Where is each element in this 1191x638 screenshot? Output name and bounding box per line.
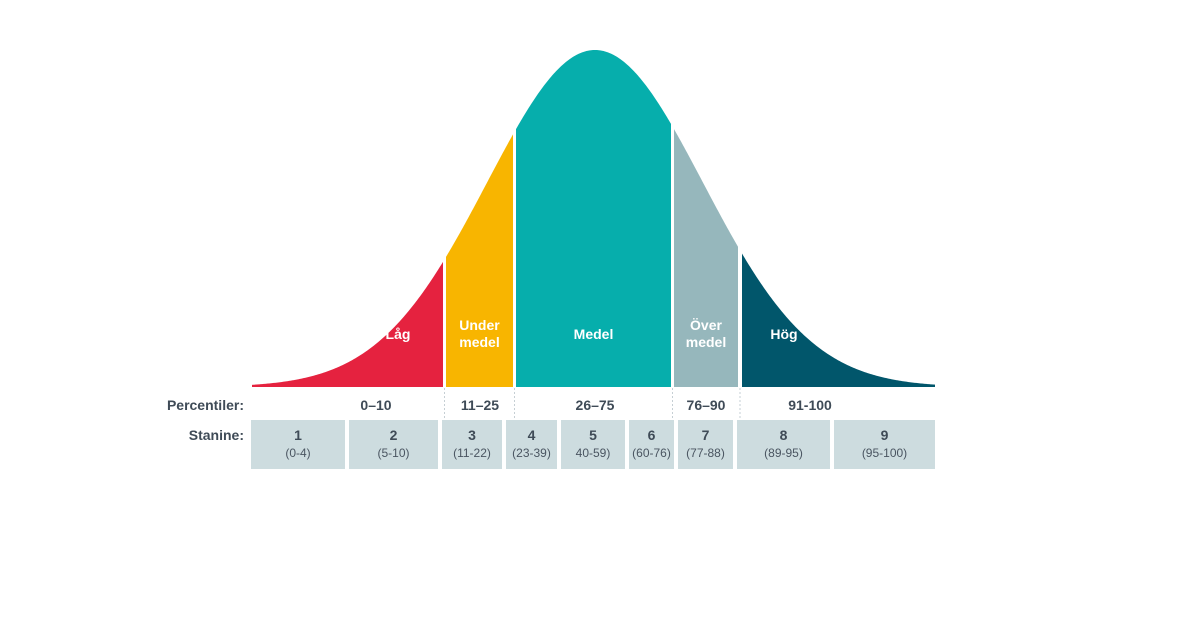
stanine-range: (11-22) [453,446,491,460]
percentile-label-2: 11–25 [461,397,499,413]
stanine-box-7: 7 (77-88) [678,420,733,469]
stanine-box-bg [629,420,674,469]
stanine-box-2: 2 (5-10) [349,420,438,469]
stanine-row-label: Stanine: [189,427,244,443]
curve-segment-2 [446,134,513,387]
stanine-number: 7 [702,427,710,443]
divider-lines [444,388,741,418]
stanine-box-bg [251,420,345,469]
curve-segment-3 [516,50,671,387]
percentile-label-5: 91-100 [788,397,832,413]
curve-segment-4 [674,129,738,388]
percentile-labels: 0–10 11–25 26–75 76–90 91-100 [360,397,832,413]
stanine-number: 4 [528,427,536,443]
percentile-row-label: Percentiler: [167,397,244,413]
stanine-box-bg [737,420,830,469]
stanine-range: (89-95) [764,446,803,460]
stanine-box-bg [506,420,557,469]
stanine-range: (0-4) [285,446,310,460]
segment-label-2: Under medel [459,317,500,350]
stanine-box-3: 3 (11-22) [442,420,502,469]
segment-label-4: Över medel [686,317,726,350]
stanine-range: (5-10) [377,446,409,460]
stanine-box-bg [834,420,935,469]
stanine-number: 2 [390,427,398,443]
segment-label-3: Medel [574,326,614,342]
stanine-box-bg [442,420,502,469]
curve-segments [252,50,935,388]
stanine-number: 6 [648,427,656,443]
stanine-box-6: 6 (60-76) [629,420,674,469]
segment-label-1: Låg [386,326,411,342]
stanine-box-bg [678,420,733,469]
stanine-range: (23-39) [512,446,551,460]
percentile-label-3: 26–75 [576,397,615,413]
stanine-number: 8 [780,427,788,443]
stanine-box-9: 9 (95-100) [834,420,935,469]
percentile-label-1: 0–10 [360,397,391,413]
stanine-number: 5 [589,427,597,443]
stanine-range: 40-59) [576,446,611,460]
stanine-number: 1 [294,427,302,443]
stanine-box-8: 8 (89-95) [737,420,830,469]
stanine-range: (95-100) [862,446,907,460]
stanine-boxes: 1 (0-4) 2 (5-10) 3 (11-22) 4 (23-39) 5 40-59) 6 (60… [251,420,935,469]
percentile-label-4: 76–90 [687,397,726,413]
stanine-box-bg [561,420,625,469]
stanine-box-5: 5 40-59) [561,420,625,469]
curve-segment-5 [742,253,935,387]
stanine-range: (60-76) [632,446,671,460]
stanine-box-bg [349,420,438,469]
segment-label-5: Hög [770,326,797,342]
stanine-box-4: 4 (23-39) [506,420,557,469]
segment-labels: Låg Under medel Medel Över medel Hög [386,317,798,350]
curve-segment-1 [252,261,443,387]
stanine-number: 3 [468,427,476,443]
stanine-number: 9 [881,427,889,443]
stanine-box-1: 1 (0-4) [251,420,345,469]
stanine-range: (77-88) [686,446,725,460]
